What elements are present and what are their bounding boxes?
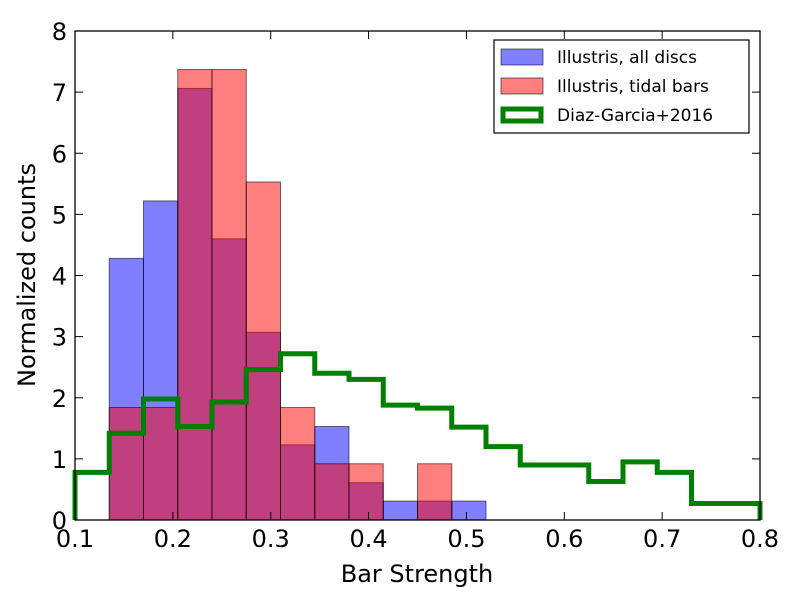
bar-series1-5 <box>280 407 316 521</box>
y-tick-label-8: 8 <box>52 18 67 46</box>
x-tick-labels: 0.1 0.2 0.3 0.4 0.5 0.6 0.7 0.8 <box>56 525 779 553</box>
legend-label-1: Illustris, tidal bars <box>557 77 709 97</box>
bar-series1-0 <box>108 407 144 521</box>
bar-series1-2 <box>177 69 213 521</box>
legend-swatch-2 <box>500 106 544 124</box>
x-axis-label: Bar Strength <box>341 560 493 588</box>
bar-series1-9 <box>417 463 453 521</box>
bar-series0-8 <box>382 500 418 521</box>
y-tick-label-3: 3 <box>52 324 67 352</box>
legend-items: Illustris, all discs Illustris, tidal bar… <box>500 48 713 126</box>
bar-series1-6 <box>314 463 350 521</box>
x-tick-label-6: 0.7 <box>643 525 681 553</box>
bar-series1-7 <box>348 463 384 521</box>
x-tick-label-1: 0.2 <box>154 525 192 553</box>
x-tick-label-4: 0.5 <box>447 525 485 553</box>
y-tick-label-4: 4 <box>52 263 67 291</box>
x-tick-label-2: 0.3 <box>252 525 290 553</box>
y-tick-label-6: 6 <box>52 140 67 168</box>
legend-label-0: Illustris, all discs <box>557 48 697 68</box>
step-line-series2 <box>72 351 763 520</box>
legend: Illustris, all discs Illustris, tidal bar… <box>493 39 750 134</box>
y-tick-labels: 0 1 2 3 4 5 6 7 8 <box>52 18 67 535</box>
x-tick-label-0: 0.1 <box>56 525 94 553</box>
y-tick-label-5: 5 <box>52 201 67 229</box>
ticks-layer <box>74 30 761 521</box>
bar-series1-4 <box>245 181 281 521</box>
bar-series0-10 <box>451 500 487 521</box>
y-tick-label-7: 7 <box>52 79 67 107</box>
bars-layer <box>108 69 487 521</box>
y-axis-label: Normalized counts <box>13 163 41 387</box>
bar-series1-3 <box>211 69 247 521</box>
y-tick-label-1: 1 <box>52 446 67 474</box>
legend-swatch-1 <box>500 77 544 95</box>
x-tick-label-5: 0.6 <box>545 525 583 553</box>
x-tick-label-3: 0.4 <box>349 525 387 553</box>
bar-series1-1 <box>143 407 179 521</box>
step-layer <box>72 351 763 520</box>
y-tick-label-0: 0 <box>52 507 67 535</box>
y-tick-label-2: 2 <box>52 385 67 413</box>
legend-swatch-0 <box>500 48 544 66</box>
legend-label-2: Diaz-Garcia+2016 <box>557 106 713 126</box>
x-tick-label-7: 0.8 <box>741 525 779 553</box>
